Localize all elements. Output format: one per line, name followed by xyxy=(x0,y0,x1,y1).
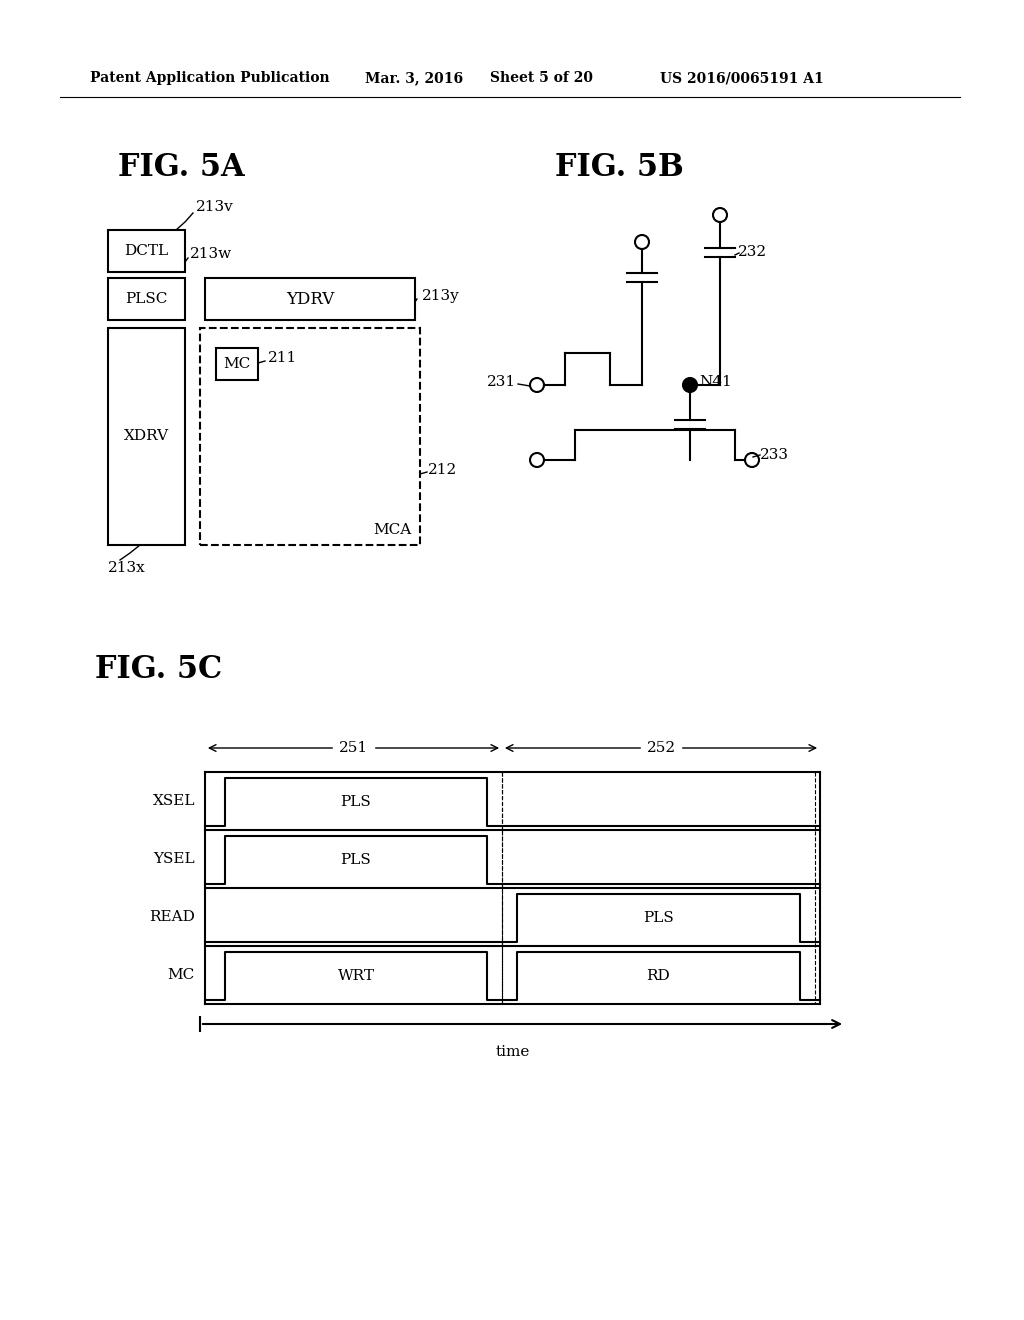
Text: Mar. 3, 2016: Mar. 3, 2016 xyxy=(365,71,463,84)
Text: MCA: MCA xyxy=(374,523,412,537)
Bar xyxy=(108,279,185,319)
Text: PLS: PLS xyxy=(341,853,372,867)
Text: 233: 233 xyxy=(760,447,790,462)
Bar xyxy=(108,327,185,545)
Text: DCTL: DCTL xyxy=(125,244,169,257)
Text: Patent Application Publication: Patent Application Publication xyxy=(90,71,330,84)
Bar xyxy=(200,327,420,545)
Text: FIG. 5B: FIG. 5B xyxy=(555,153,684,183)
Text: RD: RD xyxy=(646,969,671,983)
Text: 232: 232 xyxy=(738,246,767,259)
Text: YDRV: YDRV xyxy=(286,290,334,308)
Text: 213y: 213y xyxy=(422,289,460,304)
Bar xyxy=(216,348,258,380)
Text: WRT: WRT xyxy=(338,969,375,983)
Text: 211: 211 xyxy=(268,351,297,366)
Text: MC: MC xyxy=(223,356,251,371)
Text: 212: 212 xyxy=(428,463,458,477)
Text: FIG. 5C: FIG. 5C xyxy=(95,655,222,685)
Bar xyxy=(205,279,415,319)
Text: 231: 231 xyxy=(486,375,516,389)
Text: MC: MC xyxy=(168,968,195,982)
Text: READ: READ xyxy=(150,909,195,924)
Text: YSEL: YSEL xyxy=(154,851,195,866)
Bar xyxy=(108,230,185,272)
Text: 252: 252 xyxy=(646,741,676,755)
Text: XDRV: XDRV xyxy=(124,429,169,444)
Text: 213w: 213w xyxy=(190,247,232,261)
Text: PLS: PLS xyxy=(643,911,674,925)
Text: PLSC: PLSC xyxy=(125,292,168,306)
Text: time: time xyxy=(496,1045,529,1059)
Text: 213v: 213v xyxy=(196,201,233,214)
Text: FIG. 5A: FIG. 5A xyxy=(118,153,245,183)
Text: 251: 251 xyxy=(339,741,368,755)
Text: 213x: 213x xyxy=(108,561,145,576)
Text: US 2016/0065191 A1: US 2016/0065191 A1 xyxy=(660,71,823,84)
Text: PLS: PLS xyxy=(341,795,372,809)
Text: N41: N41 xyxy=(699,375,732,389)
Circle shape xyxy=(683,378,697,392)
Text: XSEL: XSEL xyxy=(153,795,195,808)
Text: Sheet 5 of 20: Sheet 5 of 20 xyxy=(490,71,593,84)
